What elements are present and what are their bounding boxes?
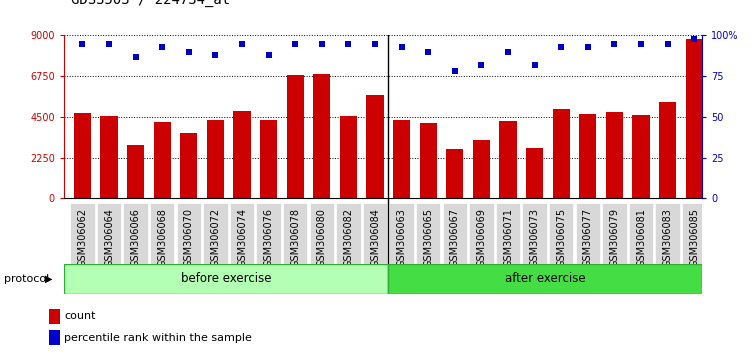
Text: GSM306080: GSM306080 — [317, 208, 327, 267]
FancyBboxPatch shape — [442, 203, 467, 272]
FancyBboxPatch shape — [388, 264, 702, 294]
Text: count: count — [64, 311, 95, 321]
Bar — [632, 115, 650, 198]
Bar — [313, 74, 330, 198]
FancyBboxPatch shape — [176, 203, 201, 272]
Bar — [49, 309, 59, 324]
FancyBboxPatch shape — [283, 203, 307, 272]
Bar — [393, 120, 410, 198]
Text: GSM306076: GSM306076 — [264, 208, 273, 267]
Text: GSM306068: GSM306068 — [157, 208, 167, 267]
Bar — [207, 120, 224, 198]
Text: GSM306064: GSM306064 — [104, 208, 114, 267]
FancyBboxPatch shape — [363, 203, 388, 272]
Text: GSM306085: GSM306085 — [689, 208, 699, 267]
FancyBboxPatch shape — [309, 203, 334, 272]
FancyBboxPatch shape — [656, 203, 680, 272]
Text: GSM306073: GSM306073 — [529, 208, 540, 267]
Text: after exercise: after exercise — [505, 272, 586, 285]
Text: percentile rank within the sample: percentile rank within the sample — [64, 332, 252, 343]
Text: GSM306081: GSM306081 — [636, 208, 646, 267]
Bar — [579, 114, 596, 198]
Bar — [526, 148, 543, 198]
Bar — [446, 149, 463, 198]
Text: GSM306067: GSM306067 — [450, 208, 460, 267]
Bar — [339, 116, 357, 198]
Text: GSM306072: GSM306072 — [210, 207, 221, 267]
Bar — [101, 116, 118, 198]
FancyBboxPatch shape — [416, 203, 440, 272]
Text: GSM306075: GSM306075 — [556, 207, 566, 267]
FancyBboxPatch shape — [629, 203, 653, 272]
Bar — [686, 39, 703, 198]
FancyBboxPatch shape — [204, 203, 228, 272]
Text: GSM306071: GSM306071 — [503, 208, 513, 267]
Bar — [473, 140, 490, 198]
Text: GSM306078: GSM306078 — [290, 208, 300, 267]
Bar — [74, 113, 91, 198]
FancyBboxPatch shape — [256, 203, 281, 272]
Text: GSM306083: GSM306083 — [662, 208, 673, 267]
FancyBboxPatch shape — [496, 203, 520, 272]
Bar — [499, 121, 517, 198]
FancyBboxPatch shape — [150, 203, 174, 272]
Text: GSM306084: GSM306084 — [370, 208, 380, 267]
FancyBboxPatch shape — [682, 203, 707, 272]
FancyBboxPatch shape — [230, 203, 255, 272]
Bar — [260, 120, 277, 198]
Bar — [553, 109, 570, 198]
FancyBboxPatch shape — [64, 264, 388, 294]
FancyBboxPatch shape — [469, 203, 493, 272]
Text: ▶: ▶ — [45, 274, 53, 284]
Bar — [234, 112, 251, 198]
FancyBboxPatch shape — [71, 203, 95, 272]
Bar — [366, 95, 384, 198]
FancyBboxPatch shape — [97, 203, 122, 272]
Bar — [154, 122, 171, 198]
Bar — [127, 145, 144, 198]
Text: GSM306074: GSM306074 — [237, 208, 247, 267]
Text: GSM306063: GSM306063 — [397, 208, 406, 267]
Text: GSM306082: GSM306082 — [343, 208, 354, 267]
Bar — [606, 112, 623, 198]
Text: protocol: protocol — [4, 274, 49, 284]
Bar — [49, 330, 59, 345]
Text: before exercise: before exercise — [181, 272, 271, 285]
Text: GSM306077: GSM306077 — [583, 207, 593, 267]
Text: GDS3503 / 224734_at: GDS3503 / 224734_at — [71, 0, 231, 7]
Text: GSM306065: GSM306065 — [424, 208, 433, 267]
FancyBboxPatch shape — [336, 203, 360, 272]
Bar — [420, 123, 437, 198]
Text: GSM306066: GSM306066 — [131, 208, 140, 267]
Bar — [659, 102, 676, 198]
FancyBboxPatch shape — [390, 203, 414, 272]
Text: GSM306069: GSM306069 — [476, 208, 487, 267]
Text: GSM306070: GSM306070 — [184, 208, 194, 267]
Bar — [287, 75, 304, 198]
FancyBboxPatch shape — [123, 203, 148, 272]
FancyBboxPatch shape — [523, 203, 547, 272]
FancyBboxPatch shape — [549, 203, 574, 272]
Bar — [180, 133, 198, 198]
FancyBboxPatch shape — [602, 203, 626, 272]
Text: GSM306079: GSM306079 — [609, 208, 620, 267]
Text: GSM306062: GSM306062 — [77, 208, 87, 267]
FancyBboxPatch shape — [575, 203, 600, 272]
